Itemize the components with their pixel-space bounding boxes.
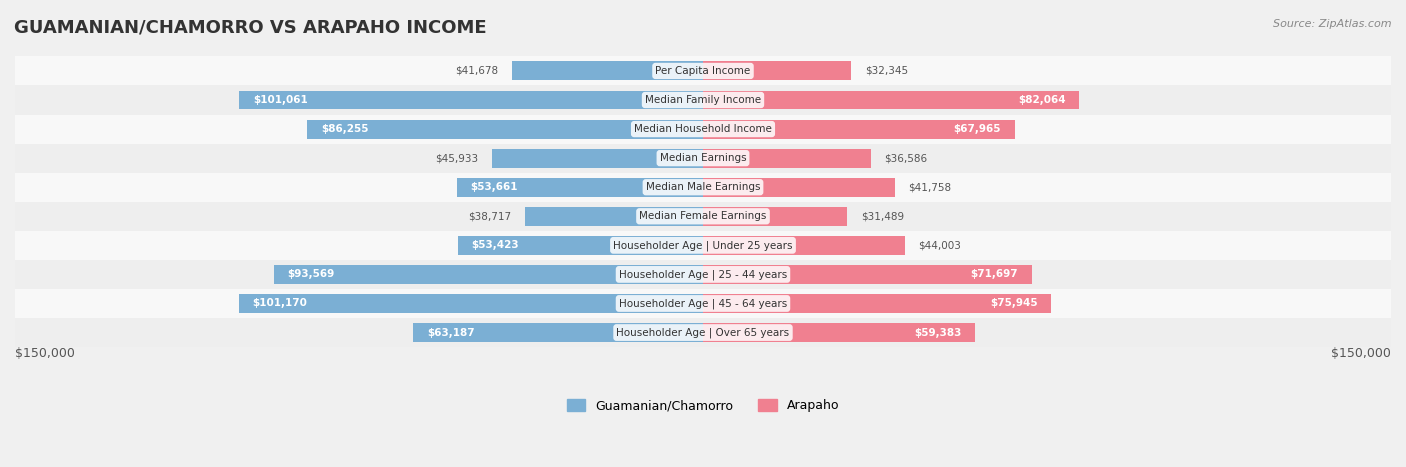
Text: Householder Age | Over 65 years: Householder Age | Over 65 years	[616, 327, 790, 338]
Bar	[703, 120, 1015, 139]
Text: $31,489: $31,489	[862, 211, 904, 221]
Bar	[15, 318, 1391, 347]
Text: $101,061: $101,061	[253, 95, 308, 105]
Bar	[239, 91, 703, 109]
Text: $53,661: $53,661	[471, 182, 519, 192]
Legend: Guamanian/Chamorro, Arapaho: Guamanian/Chamorro, Arapaho	[561, 394, 845, 417]
Bar	[15, 289, 1391, 318]
Bar	[15, 173, 1391, 202]
Text: $63,187: $63,187	[427, 327, 475, 338]
Bar	[526, 207, 703, 226]
Text: GUAMANIAN/CHAMORRO VS ARAPAHO INCOME: GUAMANIAN/CHAMORRO VS ARAPAHO INCOME	[14, 19, 486, 37]
Text: Median Male Earnings: Median Male Earnings	[645, 182, 761, 192]
Bar	[308, 120, 703, 139]
Bar	[703, 91, 1080, 109]
Bar	[703, 323, 976, 342]
Bar	[15, 202, 1391, 231]
Text: $32,345: $32,345	[865, 66, 908, 76]
Text: $41,678: $41,678	[456, 66, 498, 76]
Bar	[703, 294, 1052, 313]
Text: $67,965: $67,965	[953, 124, 1001, 134]
Text: Householder Age | Under 25 years: Householder Age | Under 25 years	[613, 240, 793, 251]
Text: Householder Age | 25 - 44 years: Householder Age | 25 - 44 years	[619, 269, 787, 280]
Bar	[703, 236, 905, 255]
Bar	[15, 57, 1391, 85]
Bar	[15, 85, 1391, 114]
Bar	[274, 265, 703, 284]
Bar	[457, 178, 703, 197]
Text: $86,255: $86,255	[321, 124, 368, 134]
Bar	[703, 265, 1032, 284]
Bar	[512, 62, 703, 80]
Text: $41,758: $41,758	[908, 182, 952, 192]
Text: $75,945: $75,945	[990, 298, 1038, 309]
Text: $93,569: $93,569	[288, 269, 335, 279]
Text: Median Earnings: Median Earnings	[659, 153, 747, 163]
Text: $44,003: $44,003	[918, 241, 962, 250]
Bar	[703, 207, 848, 226]
Text: Per Capita Income: Per Capita Income	[655, 66, 751, 76]
Text: $53,423: $53,423	[472, 241, 519, 250]
Text: Median Family Income: Median Family Income	[645, 95, 761, 105]
Bar	[15, 144, 1391, 173]
Text: $71,697: $71,697	[970, 269, 1018, 279]
Text: $38,717: $38,717	[468, 211, 512, 221]
Text: Median Household Income: Median Household Income	[634, 124, 772, 134]
Text: $59,383: $59,383	[914, 327, 962, 338]
Bar	[703, 178, 894, 197]
Bar	[15, 231, 1391, 260]
Bar	[239, 294, 703, 313]
Text: Median Female Earnings: Median Female Earnings	[640, 211, 766, 221]
Bar	[703, 149, 870, 168]
Text: $101,170: $101,170	[253, 298, 308, 309]
Bar	[15, 260, 1391, 289]
Bar	[413, 323, 703, 342]
Text: Householder Age | 45 - 64 years: Householder Age | 45 - 64 years	[619, 298, 787, 309]
Text: $150,000: $150,000	[1331, 347, 1391, 360]
Bar	[492, 149, 703, 168]
Bar	[703, 62, 852, 80]
Text: $45,933: $45,933	[436, 153, 478, 163]
Text: $150,000: $150,000	[15, 347, 75, 360]
Bar	[15, 114, 1391, 144]
Text: $82,064: $82,064	[1018, 95, 1066, 105]
Text: $36,586: $36,586	[884, 153, 928, 163]
Bar	[458, 236, 703, 255]
Text: Source: ZipAtlas.com: Source: ZipAtlas.com	[1274, 19, 1392, 28]
